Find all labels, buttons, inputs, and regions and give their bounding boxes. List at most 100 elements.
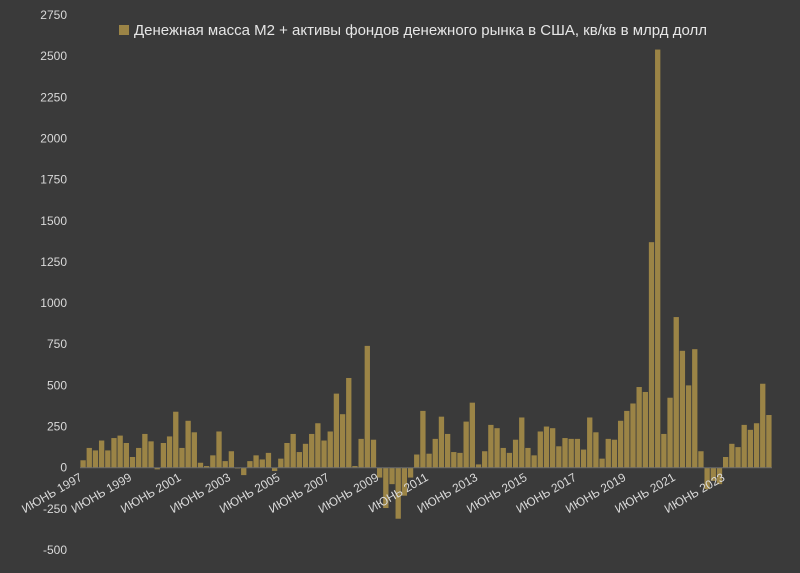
legend: Денежная масса M2 + активы фондов денежн… bbox=[119, 22, 707, 39]
bar bbox=[160, 443, 167, 468]
bar bbox=[488, 424, 494, 468]
bar bbox=[111, 438, 117, 468]
bar bbox=[444, 433, 451, 468]
bar bbox=[296, 452, 302, 468]
bar bbox=[185, 420, 191, 468]
bar bbox=[129, 456, 136, 468]
bar bbox=[117, 435, 123, 468]
bar bbox=[624, 410, 630, 468]
bar bbox=[142, 433, 148, 468]
bar bbox=[247, 461, 253, 468]
bar bbox=[735, 447, 741, 468]
bar bbox=[352, 466, 358, 468]
bar bbox=[537, 431, 543, 468]
legend-swatch bbox=[119, 25, 129, 35]
bar bbox=[519, 417, 525, 468]
bar bbox=[191, 432, 197, 468]
y-tick-label: 2500 bbox=[40, 49, 67, 63]
bar bbox=[241, 467, 247, 476]
y-tick-label: 1500 bbox=[40, 214, 67, 228]
bar bbox=[494, 428, 500, 468]
bar bbox=[661, 433, 667, 468]
bar bbox=[667, 397, 673, 468]
bar bbox=[401, 467, 408, 496]
bar bbox=[580, 449, 587, 468]
bar bbox=[438, 416, 445, 468]
bar bbox=[204, 466, 210, 468]
bar bbox=[346, 377, 352, 468]
bar bbox=[463, 421, 469, 468]
bar bbox=[525, 447, 531, 468]
bar bbox=[420, 410, 426, 468]
bar bbox=[475, 464, 482, 468]
bar bbox=[704, 467, 710, 490]
bar bbox=[105, 450, 111, 468]
bar bbox=[766, 415, 772, 468]
bar bbox=[321, 440, 327, 468]
bar bbox=[611, 439, 618, 468]
bar bbox=[506, 452, 513, 468]
bar bbox=[370, 439, 377, 468]
bar bbox=[617, 420, 624, 468]
bar bbox=[698, 451, 704, 468]
bar bbox=[166, 436, 173, 468]
bar bbox=[599, 458, 605, 468]
bar bbox=[556, 446, 562, 468]
bars bbox=[80, 49, 772, 519]
bar bbox=[253, 455, 259, 468]
bar bbox=[80, 460, 86, 468]
y-tick-label: 1750 bbox=[40, 173, 67, 187]
bar bbox=[315, 423, 321, 468]
bar bbox=[679, 350, 686, 468]
bar bbox=[630, 403, 636, 468]
bar bbox=[364, 345, 370, 468]
bar bbox=[86, 447, 92, 468]
bar bbox=[148, 441, 154, 468]
bar bbox=[302, 443, 309, 468]
y-tick-label: 250 bbox=[47, 420, 67, 434]
bar bbox=[685, 385, 692, 468]
bar bbox=[512, 439, 519, 468]
bar bbox=[179, 447, 185, 468]
bar bbox=[98, 440, 105, 468]
bar bbox=[716, 467, 723, 485]
bar bbox=[692, 349, 698, 468]
bar bbox=[136, 447, 142, 468]
bar bbox=[395, 467, 401, 519]
y-axis: 2750250022502000175015001250100075050025… bbox=[40, 8, 67, 557]
bar bbox=[228, 451, 235, 468]
bar bbox=[123, 443, 129, 468]
bar bbox=[753, 423, 760, 468]
y-tick-label: -250 bbox=[43, 502, 67, 516]
bar bbox=[562, 438, 568, 468]
bar bbox=[741, 424, 747, 468]
y-tick-label: 2250 bbox=[40, 90, 67, 104]
bar bbox=[747, 429, 754, 468]
bar bbox=[760, 383, 766, 468]
bar bbox=[655, 49, 661, 468]
bar bbox=[482, 451, 488, 468]
bar bbox=[210, 455, 216, 468]
bar bbox=[451, 452, 457, 468]
y-tick-label: 1250 bbox=[40, 255, 67, 269]
bar bbox=[414, 454, 420, 468]
bar bbox=[543, 426, 550, 468]
y-tick-label: 2000 bbox=[40, 131, 67, 145]
bar bbox=[426, 453, 432, 468]
y-tick-label: 0 bbox=[60, 461, 67, 475]
bar bbox=[587, 417, 593, 468]
bar bbox=[290, 433, 296, 468]
bar bbox=[605, 438, 611, 468]
y-tick-label: 2750 bbox=[40, 8, 67, 22]
bar bbox=[173, 411, 179, 468]
bar bbox=[284, 443, 290, 468]
bar bbox=[383, 467, 389, 509]
legend-label: Денежная масса M2 + активы фондов денежн… bbox=[134, 22, 707, 39]
bar bbox=[197, 462, 204, 468]
y-tick-label: 1000 bbox=[40, 296, 67, 310]
bar bbox=[710, 467, 716, 481]
bar bbox=[327, 431, 333, 468]
bar bbox=[259, 459, 265, 468]
